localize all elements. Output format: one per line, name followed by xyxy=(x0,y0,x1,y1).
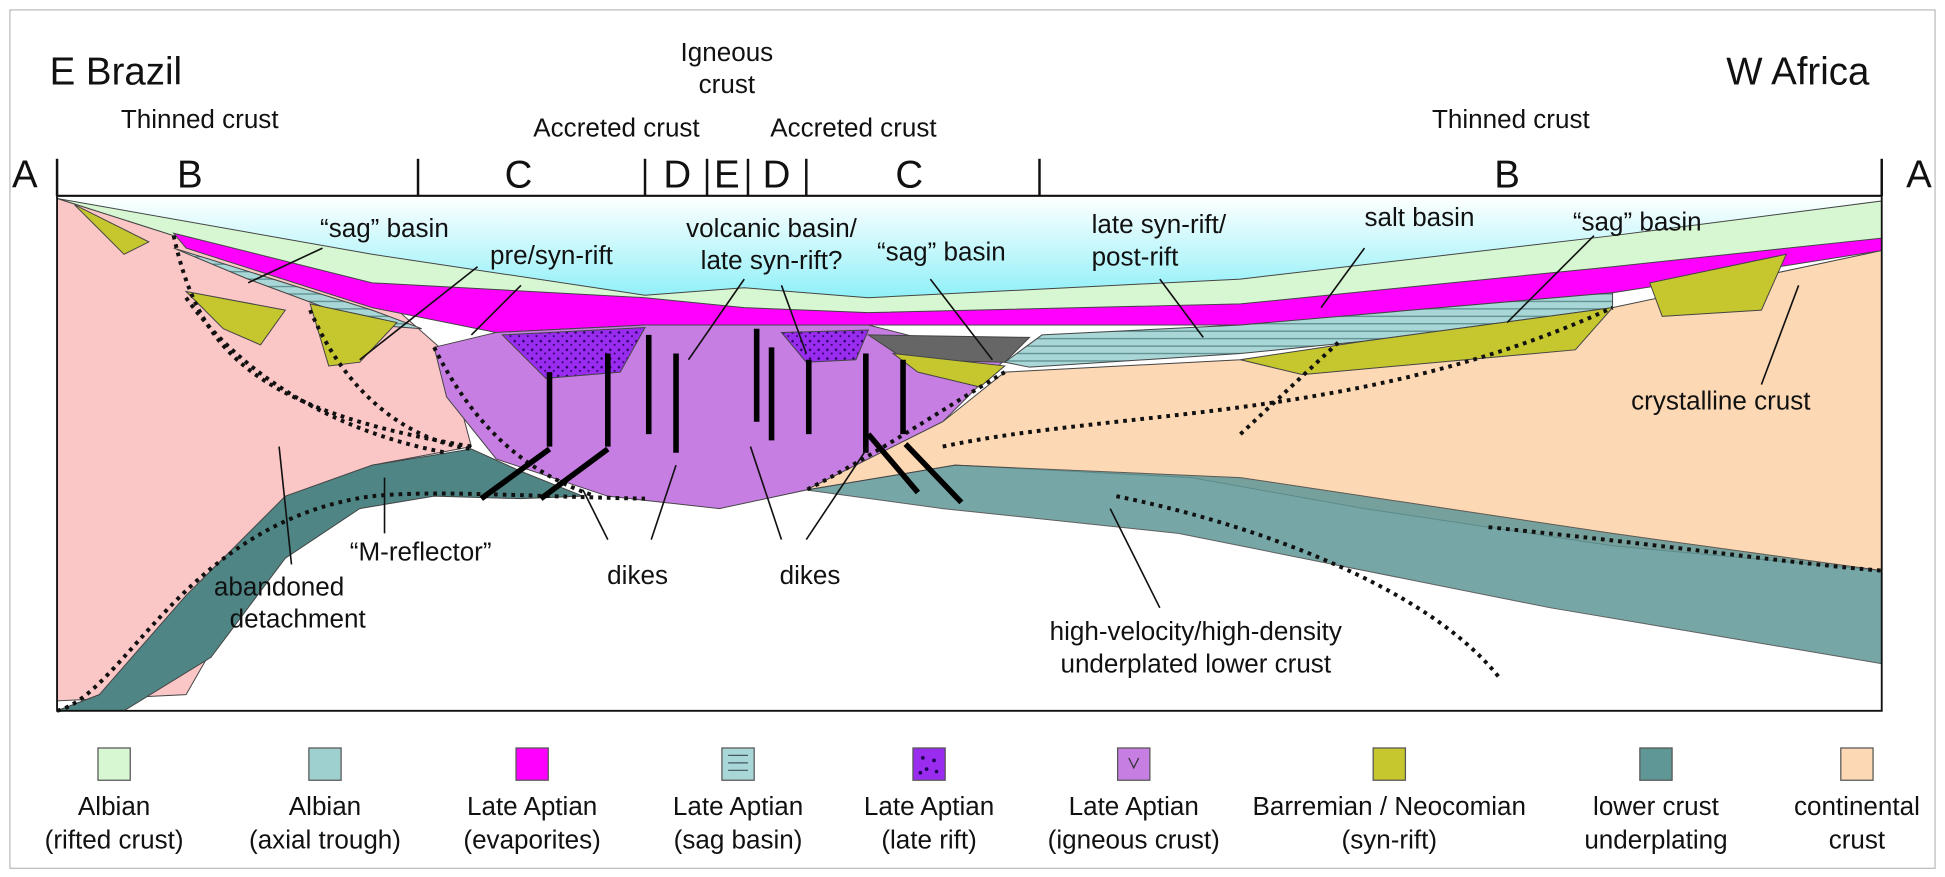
page: E Brazil W Africa Igneous crust Thinned … xyxy=(0,0,1945,877)
annotation: late syn-rift/ xyxy=(1092,209,1227,239)
zone-label: Accreted crust xyxy=(770,112,937,142)
section-marker: B xyxy=(1494,153,1520,196)
annotation: “M-reflector” xyxy=(350,537,492,567)
legend-swatch xyxy=(722,748,754,780)
annotation: crystalline crust xyxy=(1631,385,1811,415)
section-line xyxy=(57,159,1882,196)
annotation: “sag” basin xyxy=(877,236,1006,266)
annotation: high-velocity/high-density xyxy=(1050,616,1342,646)
legend-swatch xyxy=(309,748,341,780)
swatch-pattern xyxy=(932,759,936,763)
legend-label: (sag basin) xyxy=(674,824,803,854)
legend-label: Albian xyxy=(78,791,150,821)
legend-label: (axial trough) xyxy=(249,824,401,854)
legend-swatch xyxy=(1841,748,1873,780)
annotation: dikes xyxy=(780,560,841,590)
zone-label: Accreted crust xyxy=(533,112,700,142)
section-marker: A xyxy=(1906,153,1932,196)
legend-label: Albian xyxy=(289,791,361,821)
swatch-pattern xyxy=(925,767,929,771)
section-marker: B xyxy=(177,153,203,196)
section-marker: E xyxy=(714,153,740,196)
section-marker: A xyxy=(12,153,38,196)
legend-label: (evaporites) xyxy=(463,824,600,854)
legend-label: (syn-rift) xyxy=(1342,824,1437,854)
annotation: late syn-rift? xyxy=(701,245,843,275)
legend-swatch xyxy=(516,748,548,780)
annotation: detachment xyxy=(230,604,367,634)
section-marker: D xyxy=(763,153,791,196)
title-left: E Brazil xyxy=(50,50,182,93)
legend-swatch xyxy=(1640,748,1672,780)
annotation: post-rift xyxy=(1092,241,1180,271)
igneous-label: crust xyxy=(699,69,756,99)
annotation: underplated lower crust xyxy=(1060,648,1331,678)
legend-label: Late Aptian xyxy=(864,791,994,821)
section-marker: C xyxy=(505,153,533,196)
legend-label: Late Aptian xyxy=(467,791,597,821)
legend-swatch xyxy=(1118,748,1150,780)
legend-label: (igneous crust) xyxy=(1048,824,1220,854)
zone-label: Thinned crust xyxy=(1432,104,1590,134)
section-marker: C xyxy=(895,153,923,196)
legend-swatch xyxy=(913,748,945,780)
annotation: abandoned xyxy=(214,571,344,601)
zone-label: Thinned crust xyxy=(121,104,279,134)
legend-label: Barremian / Neocomian xyxy=(1253,791,1526,821)
legend: Albian(rifted crust)Albian(axial trough)… xyxy=(45,748,1920,854)
legend-label: continental xyxy=(1794,791,1920,821)
swatch-pattern xyxy=(921,756,925,760)
swatch-pattern xyxy=(935,770,939,774)
annotation: dikes xyxy=(607,560,668,590)
annotation: pre/syn-rift xyxy=(490,240,614,270)
legend-label: (late rift) xyxy=(881,824,976,854)
annotation: “sag” basin xyxy=(1573,207,1702,237)
legend-label: Late Aptian xyxy=(1069,791,1199,821)
legend-label: lower crust xyxy=(1593,791,1720,821)
legend-label: crust xyxy=(1829,824,1886,854)
legend-swatch xyxy=(1373,748,1405,780)
annotation: salt basin xyxy=(1364,202,1474,232)
annotation: “sag” basin xyxy=(320,213,449,243)
legend-swatch xyxy=(98,748,130,780)
swatch-pattern xyxy=(919,771,923,775)
title-right: W Africa xyxy=(1726,50,1870,93)
figure: E Brazil W Africa Igneous crust Thinned … xyxy=(0,0,1945,877)
igneous-label: Igneous xyxy=(681,37,774,67)
legend-label: Late Aptian xyxy=(673,791,803,821)
legend-label: (rifted crust) xyxy=(45,824,184,854)
legend-label: underplating xyxy=(1584,824,1727,854)
section-marker: D xyxy=(663,153,691,196)
annotation: volcanic basin/ xyxy=(686,213,858,243)
